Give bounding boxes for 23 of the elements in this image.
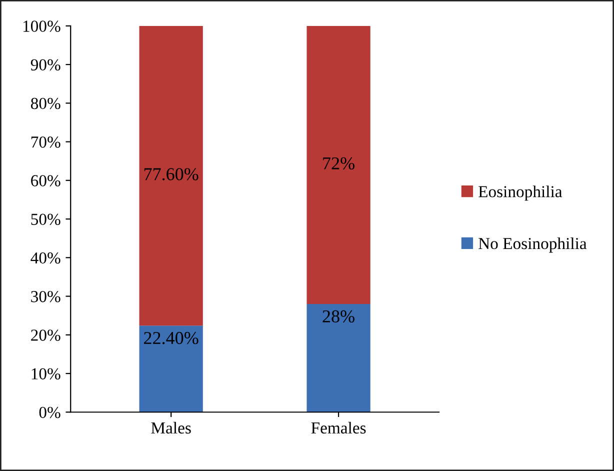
y-tick-label: 100% <box>23 20 60 32</box>
bar <box>306 26 370 304</box>
legend-label: Eosinophilia <box>478 186 562 201</box>
y-tick-label: 0% <box>39 406 60 418</box>
data-label: 77.60% <box>144 168 198 180</box>
legend-label: No Eosinophilia <box>478 237 587 253</box>
y-tick-label: 40% <box>30 252 60 264</box>
y-tick-label: 20% <box>31 330 60 341</box>
x-tick-label: Females <box>311 422 366 434</box>
x-tick-label: Males <box>151 422 191 434</box>
bar <box>306 304 370 412</box>
y-tick-label: 30% <box>31 290 60 302</box>
data-label: 28% <box>322 310 354 323</box>
data-label: 22.40% <box>144 332 198 344</box>
bar <box>139 26 203 326</box>
bar <box>139 326 203 412</box>
y-tick-label: 70% <box>31 136 60 148</box>
y-tick-label: 50% <box>31 214 60 226</box>
y-tick-label: 10% <box>32 368 60 380</box>
y-tick-label: 60% <box>31 175 60 186</box>
y-tick-label: 90% <box>30 59 60 71</box>
data-label: 72% <box>323 157 354 170</box>
y-tick-label: 80% <box>30 98 60 110</box>
